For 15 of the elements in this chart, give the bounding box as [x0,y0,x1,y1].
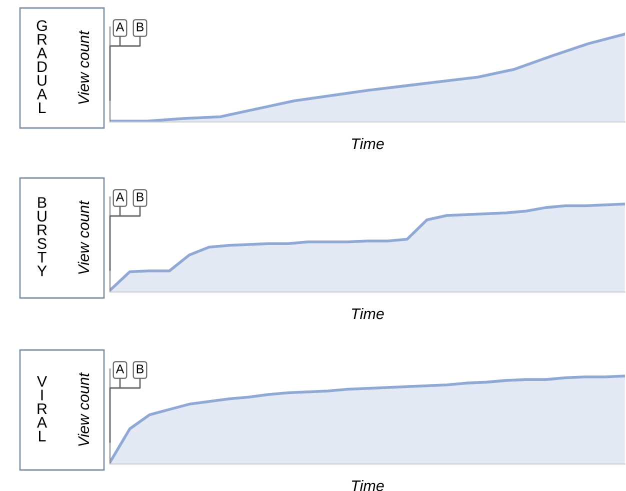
x-axis-title: Time [352,480,384,491]
text: GRADUAL [36,20,48,114]
text: BURSTY [37,197,47,276]
text: A [116,364,124,374]
text: B [136,192,144,202]
text: B [136,22,144,32]
text: VIRAL [36,376,48,442]
text: A [116,192,124,202]
y-axis-title: View count [78,30,90,104]
x-axis-title: Time [352,308,384,320]
x-axis-title: Time [352,138,384,150]
text: A [116,22,124,32]
text: B [136,364,144,374]
y-axis-title: View count [78,200,90,274]
y-axis-title: View count [78,372,90,446]
